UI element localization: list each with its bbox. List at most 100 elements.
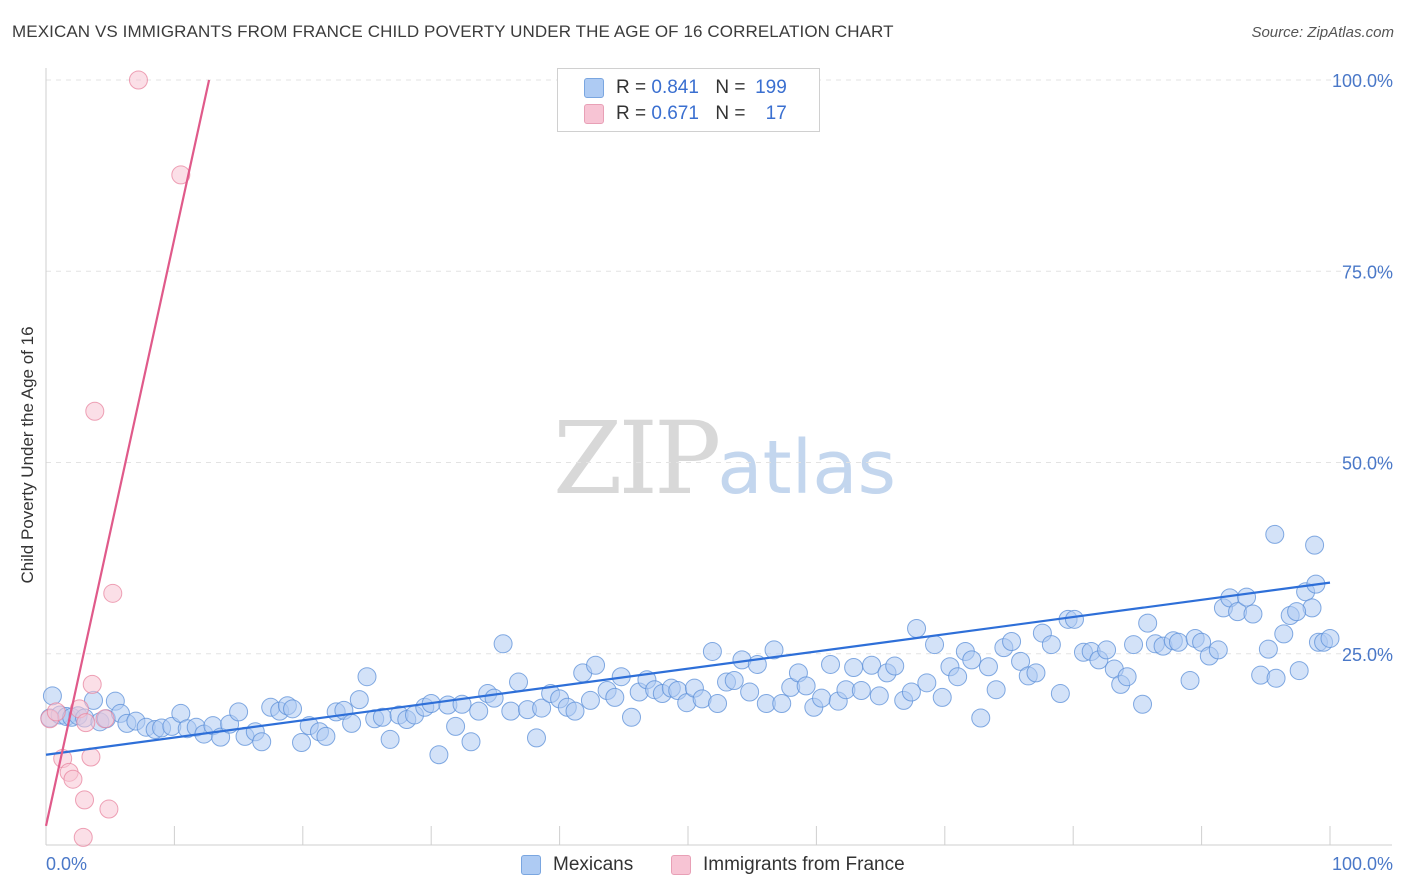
mexicans-point xyxy=(1138,613,1158,633)
mexicans-point xyxy=(1064,609,1084,629)
france-point xyxy=(103,583,123,603)
mexicans-point xyxy=(978,657,998,677)
trend-lines xyxy=(44,79,1331,827)
mexicans-point xyxy=(962,650,982,670)
mexicans-point xyxy=(252,732,272,752)
mexicans-point xyxy=(526,728,546,748)
mexicans-point xyxy=(1124,635,1144,655)
mexicans-point xyxy=(862,655,882,675)
mexicans-point xyxy=(907,619,927,639)
france-trend-line xyxy=(44,79,211,827)
bottom-legend-mexicans: Mexicans xyxy=(521,852,633,878)
mexicans-point xyxy=(501,701,521,721)
mexicans-point xyxy=(1117,667,1137,687)
mexicans-point xyxy=(1180,671,1200,691)
mexicans-point xyxy=(1289,661,1309,681)
mexicans-point xyxy=(1305,535,1325,555)
mexicans-point xyxy=(1208,640,1228,660)
mexicans-point xyxy=(986,680,1006,700)
watermark-atlas: atlas xyxy=(717,425,897,511)
mexicans-point xyxy=(1320,628,1340,648)
mexicans-point xyxy=(772,693,792,713)
mexicans-point xyxy=(971,708,991,728)
mexicans-point xyxy=(844,658,864,678)
tick-labels: 25.0% 50.0% 75.0% 100.0% 0.0% 100.0% xyxy=(46,71,1393,874)
mexicans-point xyxy=(1274,624,1294,644)
mexicans-point xyxy=(509,672,529,692)
france-point xyxy=(76,713,96,733)
mexicans-point xyxy=(586,655,606,675)
mexicans-point xyxy=(316,726,336,746)
mexicans-point xyxy=(1133,694,1153,714)
france-point xyxy=(82,674,102,694)
mexicans-point xyxy=(932,687,952,707)
mexicans-point xyxy=(1243,604,1263,624)
bottom-legend-label-mexicans: Mexicans xyxy=(553,854,634,875)
mexicans-point xyxy=(917,673,937,693)
bottom-legend-swatch-pink xyxy=(671,855,691,875)
mexicans-point xyxy=(796,676,816,696)
grid-lines xyxy=(46,79,1392,655)
mexicans-point xyxy=(229,702,249,722)
x-tick-label: 100.0% xyxy=(1332,854,1393,874)
france-point xyxy=(85,401,105,421)
france-point xyxy=(81,747,101,767)
legend-n-label: N = xyxy=(715,103,746,124)
legend-swatch-pink xyxy=(584,104,604,124)
bottom-legend-label-france: Immigrants from France xyxy=(703,854,905,875)
mexicans-point xyxy=(342,713,362,733)
mexicans-point xyxy=(1265,524,1285,544)
mexicans-point xyxy=(532,698,552,718)
mexicans-point xyxy=(357,667,377,687)
mexicans-point xyxy=(42,686,62,706)
mexicans-point xyxy=(484,688,504,708)
mexicans-point xyxy=(764,640,784,660)
y-tick-label: 25.0% xyxy=(1342,645,1393,665)
chart-title: MEXICAN VS IMMIGRANTS FROM FRANCE CHILD … xyxy=(12,22,894,41)
mexicans-point xyxy=(851,680,871,700)
legend: R = 0.841 N = 199 R = 0.671 N = 17 xyxy=(557,68,820,132)
mexicans-point xyxy=(446,716,466,736)
bottom-legend-swatch-blue xyxy=(521,855,541,875)
mexicans-point xyxy=(429,745,449,765)
y-tick-label: 100.0% xyxy=(1332,71,1393,91)
mexicans-point xyxy=(349,690,369,710)
legend-n-label: N = xyxy=(715,77,746,98)
mexicans-point xyxy=(1168,632,1188,652)
y-tick-label: 75.0% xyxy=(1342,262,1393,282)
mexicans-point xyxy=(821,654,841,674)
mexicans-point xyxy=(948,667,968,687)
mexicans-point xyxy=(1266,668,1286,688)
legend-row-mexicans: R = 0.841 N = 199 xyxy=(584,75,787,101)
mexicans-point xyxy=(740,682,760,702)
mexicans-point xyxy=(708,693,728,713)
mexicans-point xyxy=(622,707,642,727)
mexicans-point xyxy=(885,656,905,676)
legend-swatch-blue xyxy=(584,78,604,98)
mexicans-point xyxy=(493,634,513,654)
mexicans-point xyxy=(1026,663,1046,683)
mexicans-point xyxy=(283,699,303,719)
mexicans-point xyxy=(1287,602,1307,622)
legend-n-mexicans: 199 xyxy=(755,77,787,98)
mexicans-point xyxy=(1258,639,1278,659)
mexicans-point xyxy=(702,641,722,661)
legend-n-france: 17 xyxy=(765,103,787,124)
source-label: Source: ZipAtlas.com xyxy=(1251,24,1394,41)
y-tick-label: 50.0% xyxy=(1342,454,1393,474)
france-point xyxy=(99,799,119,819)
france-points xyxy=(40,70,191,847)
france-point xyxy=(171,165,191,185)
mexicans-point xyxy=(580,690,600,710)
legend-row-france: R = 0.671 N = 17 xyxy=(584,101,787,127)
mexicans-point xyxy=(925,635,945,655)
bottom-legend-france: Immigrants from France xyxy=(671,852,905,878)
mexicans-point xyxy=(469,701,489,721)
legend-r-label: R = xyxy=(616,103,647,124)
mexicans-point xyxy=(565,701,585,721)
mexicans-point xyxy=(1002,632,1022,652)
legend-r-mexicans: 0.841 xyxy=(651,77,699,98)
mexicans-point xyxy=(901,682,921,702)
mexicans-trend-line xyxy=(45,581,1331,756)
